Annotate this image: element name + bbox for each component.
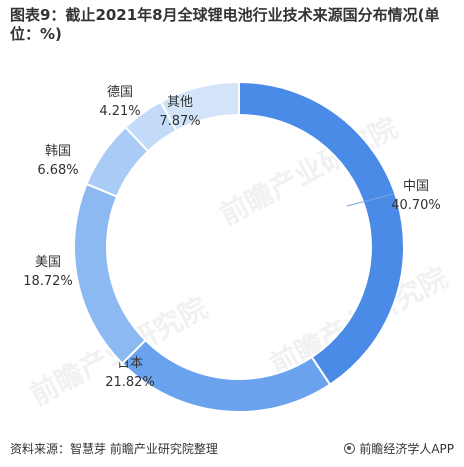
slice-2 xyxy=(73,182,147,365)
slice-label-4: 德国 xyxy=(107,85,133,100)
slice-label-2: 美国 xyxy=(35,255,61,270)
slice-label-5: 其他 xyxy=(167,95,193,110)
brand-footer: 前瞻经济学人APP xyxy=(344,440,454,457)
slice-value-5: 7.87% xyxy=(159,114,200,129)
slice-0 xyxy=(238,80,405,387)
leader-line-0 xyxy=(346,193,394,207)
slice-value-3: 6.68% xyxy=(37,163,78,178)
slice-label-3: 韩国 xyxy=(45,144,71,159)
slice-value-1: 21.82% xyxy=(105,375,155,390)
brand-logo-icon xyxy=(344,443,356,454)
chart-title: 图表9：截止2021年8月全球锂电池行业技术来源国分布情况(单位：%) xyxy=(10,6,440,43)
brand-name: 前瞻经济学人APP xyxy=(359,442,454,456)
slice-value-0: 40.70% xyxy=(391,198,441,213)
source-note: 资料来源：智慧芽 前瞻产业研究院整理 xyxy=(10,442,218,456)
slice-value-4: 4.21% xyxy=(99,104,140,119)
slice-label-0: 中国 xyxy=(403,179,429,194)
slice-value-2: 18.72% xyxy=(23,274,73,289)
slice-5 xyxy=(159,80,240,133)
